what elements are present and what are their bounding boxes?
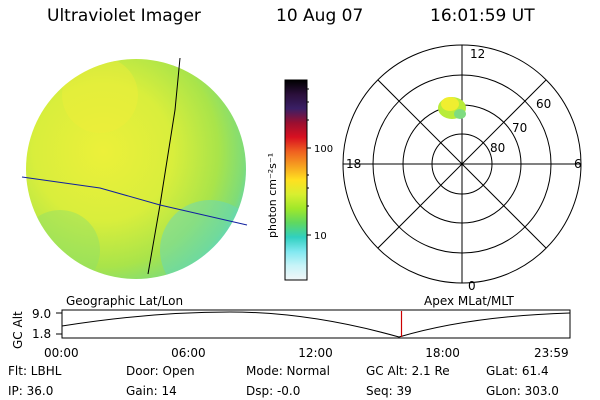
info-glat: GLat: 61.4 (486, 364, 549, 378)
alt-tick-max: 9.0 (32, 307, 51, 321)
colorbar-tick-100: 100 (314, 144, 333, 155)
polar-plot (342, 44, 582, 284)
image-date: 10 Aug 07 (276, 6, 364, 26)
mlat-label-60: 60 (536, 97, 551, 111)
time-tick-label: 12:00 (298, 346, 333, 360)
timeline-panel: Geographic Lat/Lon Apex MLat/MLT 9.0 1.8… (11, 294, 571, 360)
left-panel-label: Geographic Lat/Lon (66, 294, 183, 308)
time-tick-label: 06:00 (171, 346, 206, 360)
info-mode: Mode: Normal (246, 364, 330, 378)
info-gc-altitude: GC Alt: 2.1 Re (366, 364, 450, 378)
longitude-line (147, 57, 181, 275)
mlt-label-18: 18 (346, 157, 361, 171)
info-filter: Flt: LBHL (8, 364, 62, 378)
alt-axis-label: GC Alt (11, 311, 25, 349)
colorbar: 100 10 photon cm⁻²s⁻¹ (266, 79, 333, 281)
time-tick-label: 23:59 (534, 346, 569, 360)
altitude-curve (61, 311, 571, 338)
time-tick-label: 00:00 (44, 346, 79, 360)
alt-tick-min: 1.8 (32, 327, 51, 341)
time-axis-ticks: 00:00 06:00 12:00 18:00 23:59 (44, 346, 569, 360)
mlt-label-6: 6 (574, 157, 582, 171)
colorbar-tick-10: 10 (314, 231, 327, 242)
info-ip: IP: 36.0 (8, 384, 54, 398)
mlat-label-80: 80 (490, 141, 505, 155)
info-seq: Seq: 39 (366, 384, 412, 398)
mlat-label-70: 70 (512, 121, 527, 135)
auroral-blob (438, 97, 466, 119)
info-door: Door: Open (126, 364, 195, 378)
terminator-line (21, 176, 248, 226)
info-gain: Gain: 14 (126, 384, 177, 398)
info-glon: GLon: 303.0 (486, 384, 559, 398)
info-dsp: Dsp: -0.0 (246, 384, 301, 398)
mlt-label-12: 12 (470, 47, 485, 61)
image-time: 16:01:59 UT (430, 6, 535, 26)
mlt-label-0: 0 (468, 279, 476, 293)
instrument-title: Ultraviolet Imager (47, 6, 201, 26)
time-tick-label: 18:00 (425, 346, 460, 360)
right-panel-label: Apex MLat/MLT (424, 294, 514, 308)
geographic-disk (21, 57, 248, 279)
timeline-frame (61, 309, 571, 339)
colorbar-units-label: photon cm⁻²s⁻¹ (266, 153, 279, 238)
